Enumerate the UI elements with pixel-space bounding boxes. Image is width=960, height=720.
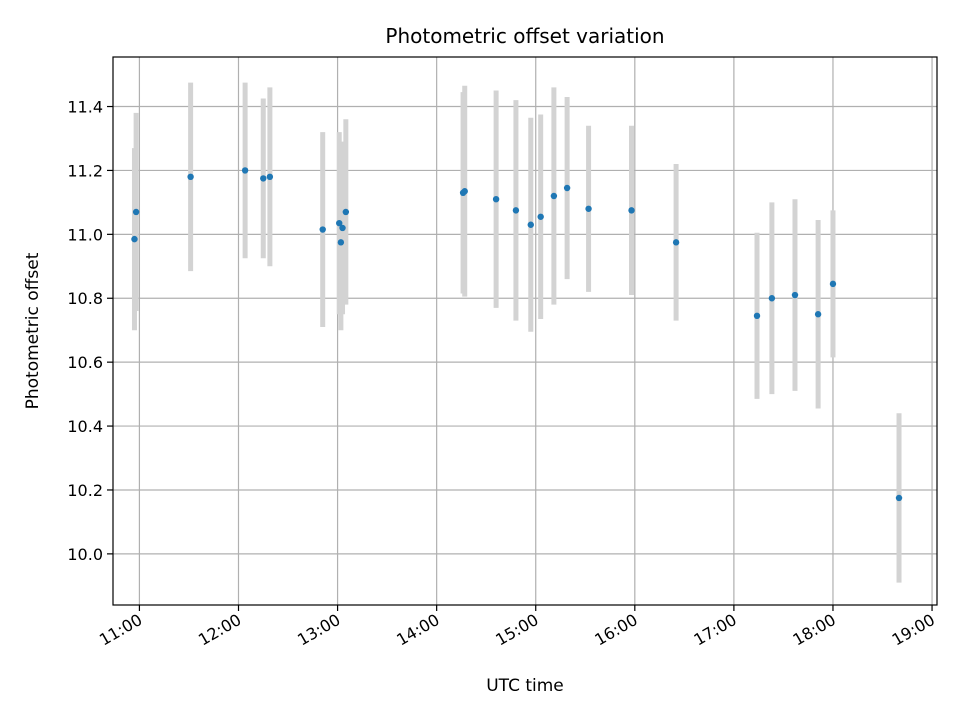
data-point [461,188,468,195]
data-point [260,175,267,182]
data-point [512,207,520,214]
y-tick-label: 10.8 [67,289,103,308]
data-point [628,207,635,214]
data-point [131,235,138,243]
x-axis-label: UTC time [486,676,564,696]
data-point [492,195,500,203]
data-point [753,312,761,320]
data-point [527,221,534,228]
data-point [241,167,249,174]
data-point [266,173,274,181]
y-axis-ticks: 10.0 10.2 10.4 10.6 10.8 11.0 11.2 11.4 [67,98,113,564]
y-axis-label: Photometric offset [23,252,43,409]
data-point [672,239,680,246]
data-point [550,192,558,200]
data-point [585,205,592,212]
y-tick-label: 10.6 [67,353,103,372]
data-point [768,295,776,302]
data-point [339,224,346,232]
data-point [187,173,194,181]
data-points [131,167,903,502]
data-point [791,291,799,299]
y-tick-label: 10.0 [67,545,103,564]
data-point [336,219,343,227]
data-point [342,208,350,216]
y-tick-label: 11.4 [67,98,103,117]
data-point [537,213,544,220]
y-tick-label: 11.0 [67,225,103,244]
data-point [563,184,571,192]
data-point [319,226,326,233]
data-point [895,494,903,502]
data-point [337,239,345,246]
y-tick-label: 10.2 [67,481,103,500]
y-tick-label: 11.2 [67,161,103,180]
y-tick-label: 10.4 [67,417,103,436]
data-point [814,311,822,318]
data-point [132,208,140,216]
plot-frame [112,56,938,606]
chart-title: Photometric offset variation [385,24,664,48]
data-point [829,280,837,288]
